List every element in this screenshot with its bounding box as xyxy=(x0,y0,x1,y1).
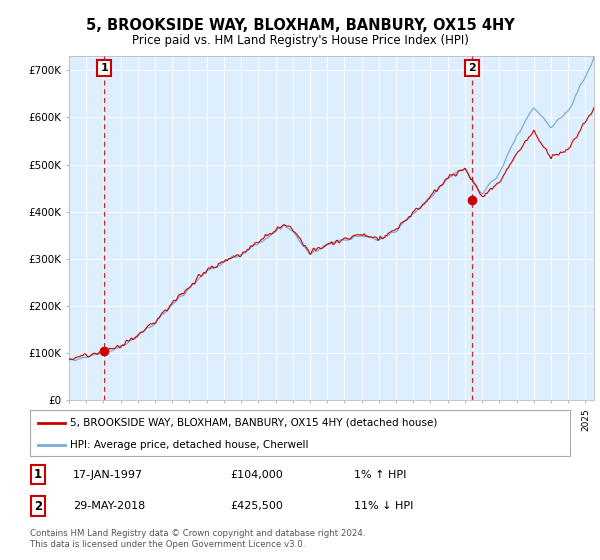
Text: Contains HM Land Registry data © Crown copyright and database right 2024.
This d: Contains HM Land Registry data © Crown c… xyxy=(30,529,365,549)
Text: 1% ↑ HPI: 1% ↑ HPI xyxy=(354,470,406,480)
Text: 1: 1 xyxy=(100,63,108,73)
Text: 2: 2 xyxy=(34,500,42,512)
Text: HPI: Average price, detached house, Cherwell: HPI: Average price, detached house, Cher… xyxy=(71,440,309,450)
Text: 1: 1 xyxy=(34,468,42,481)
Text: 5, BROOKSIDE WAY, BLOXHAM, BANBURY, OX15 4HY (detached house): 5, BROOKSIDE WAY, BLOXHAM, BANBURY, OX15… xyxy=(71,418,438,428)
Text: Price paid vs. HM Land Registry's House Price Index (HPI): Price paid vs. HM Land Registry's House … xyxy=(131,34,469,46)
Text: 29-MAY-2018: 29-MAY-2018 xyxy=(73,501,145,511)
Text: £425,500: £425,500 xyxy=(230,501,283,511)
Text: £104,000: £104,000 xyxy=(230,470,283,480)
Text: 11% ↓ HPI: 11% ↓ HPI xyxy=(354,501,413,511)
Text: 17-JAN-1997: 17-JAN-1997 xyxy=(73,470,143,480)
Text: 5, BROOKSIDE WAY, BLOXHAM, BANBURY, OX15 4HY: 5, BROOKSIDE WAY, BLOXHAM, BANBURY, OX15… xyxy=(86,18,514,33)
Text: 2: 2 xyxy=(468,63,476,73)
